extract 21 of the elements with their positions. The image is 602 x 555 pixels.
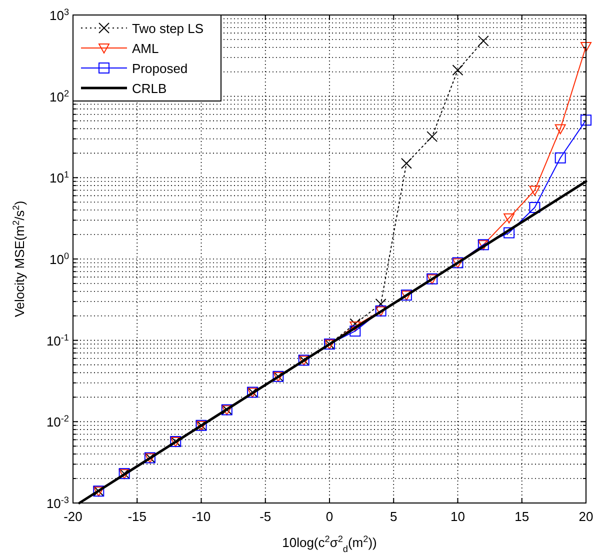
x-tick-label: 0 [326,509,334,524]
x-tick-label: 15 [514,509,530,524]
x-tick-label: 10 [450,509,465,524]
legend-label: Two step LS [132,21,204,36]
y-tick-label: 10$^{-2}$ [46,414,69,430]
legend-label: Proposed [132,61,188,76]
x-tick-label: -15 [128,509,147,524]
x-tick-label: -10 [192,509,211,524]
y-tick-label: 10$^{-1}$ [46,332,69,348]
x-tick-label: -5 [260,509,272,524]
y-tick-label: 10$^{0}$ [49,251,69,267]
x-tick-label: -20 [64,509,82,524]
legend-label: CRLB [132,81,167,96]
y-tick-label: 10$^{3}$ [49,7,69,23]
x-tick-label: 5 [390,509,398,524]
y-tick-label: 10$^{-3}$ [46,495,69,511]
legend-label: AML [132,41,159,56]
y-tick-label: 10$^{2}$ [49,88,69,104]
x-tick-label: 20 [578,509,594,524]
x-axis-title: 10log(c$^{2}$σ$^{2}$$_{d}$(m$^{2}$)) [282,534,377,554]
y-tick-label: 10$^{1}$ [49,170,69,186]
